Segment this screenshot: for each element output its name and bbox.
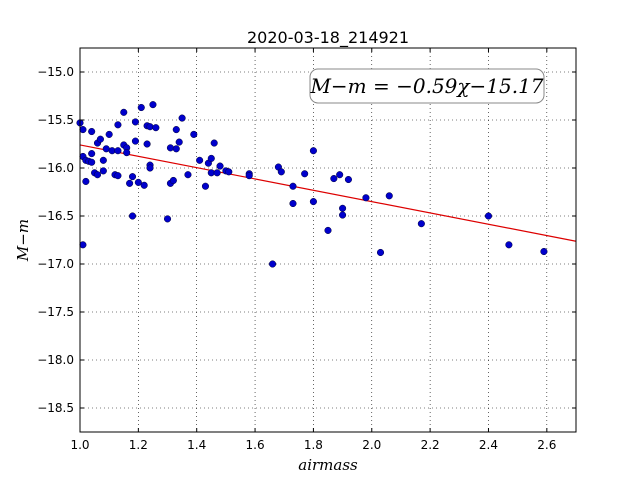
- y-tick-label: −15.0: [37, 65, 74, 79]
- data-point: [172, 126, 180, 134]
- data-point: [277, 168, 285, 176]
- x-tick-label: 1.0: [70, 438, 89, 452]
- y-tick-label: −16.5: [37, 209, 74, 223]
- data-point: [225, 168, 233, 176]
- data-point: [163, 215, 172, 223]
- data-point: [196, 156, 204, 164]
- data-point: [152, 124, 160, 132]
- data-point: [131, 137, 139, 145]
- x-tick-label: 2.0: [362, 438, 381, 452]
- x-tick-label: 1.2: [129, 438, 148, 452]
- data-point: [143, 140, 151, 148]
- data-point: [88, 158, 96, 166]
- chart-title: 2020-03-18_214921: [247, 28, 409, 48]
- data-point: [146, 123, 154, 131]
- fit-equation: M−m = −0.59χ−15.17: [309, 74, 543, 98]
- data-point: [362, 194, 370, 202]
- data-point: [201, 182, 210, 190]
- data-point: [184, 171, 192, 179]
- data-point: [99, 156, 107, 164]
- data-point: [385, 192, 393, 200]
- data-point: [301, 170, 309, 178]
- data-point: [289, 182, 297, 190]
- data-point: [79, 126, 87, 134]
- data-point: [88, 150, 96, 158]
- x-tick-label: 2.6: [537, 438, 556, 452]
- plot-area: [80, 48, 576, 432]
- fit-line-group: [79, 144, 577, 242]
- data-point: [178, 114, 186, 122]
- y-axis-label: M−m: [14, 219, 32, 262]
- data-point: [309, 147, 317, 155]
- fit-line: [79, 144, 577, 242]
- data-point: [309, 198, 317, 206]
- data-point: [190, 130, 198, 138]
- data-point: [114, 147, 122, 155]
- data-point: [128, 212, 137, 220]
- y-tick-label: −15.5: [37, 113, 74, 127]
- data-point: [245, 172, 253, 180]
- data-point: [128, 173, 137, 181]
- data-point: [417, 220, 425, 228]
- plot-frame: [79, 47, 577, 433]
- x-tick-label: 2.4: [479, 438, 498, 452]
- data-point: [484, 212, 493, 220]
- data-point: [131, 118, 139, 126]
- data-point: [336, 171, 344, 179]
- data-point: [137, 103, 145, 112]
- data-point: [339, 204, 347, 212]
- y-tick-label: −17.0: [37, 257, 74, 271]
- data-point: [140, 181, 148, 189]
- data-point: [376, 248, 385, 257]
- data-point: [96, 135, 104, 143]
- data-point: [114, 121, 122, 129]
- y-axis: −15.0 −15.5 −16.0 −16.5 −17.0 −17.5 −18.0 −18.5: [37, 65, 576, 415]
- x-tick-label: 1.8: [304, 438, 323, 452]
- data-point: [134, 178, 142, 186]
- data-point: [216, 162, 224, 170]
- data-point: [114, 172, 122, 180]
- data-point: [269, 260, 277, 268]
- data-point: [339, 211, 347, 219]
- data-point: [99, 167, 107, 175]
- data-point: [126, 179, 134, 187]
- x-tick-label: 2.2: [421, 438, 440, 452]
- y-tick-label: −18.0: [37, 353, 74, 367]
- data-point: [344, 175, 352, 184]
- x-axis: 1.0 1.2 1.4 1.6 1.8 2.0 2.2 2.4 2.6: [70, 48, 556, 452]
- y-tick-label: −18.5: [37, 401, 74, 415]
- data-point: [210, 139, 218, 147]
- data-point: [175, 138, 183, 146]
- x-tick-label: 1.4: [187, 438, 206, 452]
- data-point: [289, 199, 297, 208]
- data-point: [88, 127, 96, 136]
- data-point: [330, 175, 338, 183]
- data-point: [146, 164, 154, 172]
- data-point: [505, 241, 513, 249]
- data-point: [149, 101, 157, 109]
- y-tick-label: −17.5: [37, 305, 74, 319]
- data-point: [79, 241, 87, 249]
- data-point: [123, 149, 131, 157]
- data-point: [93, 171, 102, 179]
- data-point: [166, 144, 174, 152]
- data-point: [540, 247, 548, 256]
- annotation-box: [309, 68, 545, 104]
- x-tick-label: 1.6: [246, 438, 265, 452]
- y-tick-label: −16.0: [37, 161, 74, 175]
- data-point: [207, 154, 215, 162]
- data-point: [82, 177, 90, 185]
- data-point: [169, 176, 177, 185]
- data-point: [105, 130, 113, 138]
- fit-equation-box: M−m = −0.59χ−15.17: [309, 68, 545, 104]
- data-point: [213, 169, 221, 177]
- x-axis-label: airmass: [298, 456, 358, 474]
- data-point: [324, 226, 332, 234]
- data-points: [76, 101, 548, 268]
- gridlines: [80, 48, 576, 432]
- data-point: [172, 145, 180, 153]
- data-point: [120, 108, 128, 116]
